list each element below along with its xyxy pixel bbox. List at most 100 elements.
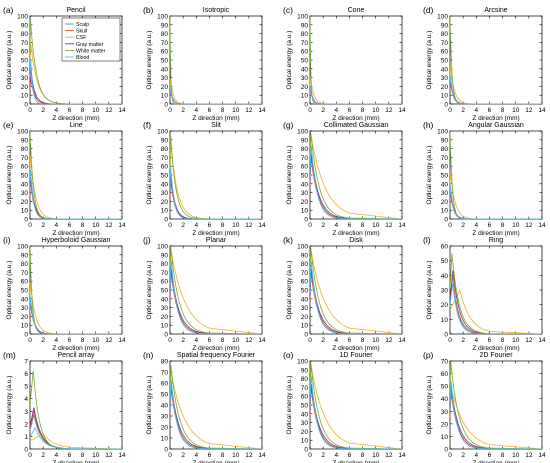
y-tick-label: 60	[21, 279, 29, 286]
x-tick-label: 6	[208, 107, 212, 114]
series-line-white-matter	[450, 253, 542, 334]
panel-16: 0 10 20 30 40 50 60 70 0 2 4 6 8 10 12 14 2D Fourier (p) Z…	[423, 350, 546, 463]
panel-title: Arcsine	[484, 7, 507, 14]
x-tick-label: 2	[461, 222, 465, 229]
y-tick-label: 10	[301, 208, 309, 215]
x-axis-label: Z direction (mm)	[52, 230, 99, 237]
panel-title: Cone	[348, 7, 365, 14]
axes-box	[449, 15, 543, 105]
x-tick-label: 4	[334, 452, 338, 459]
y-tick-label: 10	[301, 438, 309, 445]
y-axis-label: Optical energy (a.u.)	[426, 31, 433, 90]
x-tick-label: 12	[105, 107, 113, 114]
x-tick-label: 4	[194, 107, 198, 114]
x-tick-label: 4	[54, 107, 58, 114]
x-axis-label: Z direction (mm)	[192, 460, 239, 463]
x-tick-label: 8	[361, 222, 365, 229]
y-tick-label: 40	[21, 181, 29, 188]
series-line-csf	[30, 433, 122, 449]
y-tick-label: 70	[161, 155, 169, 162]
y-tick-label: 10	[301, 93, 309, 100]
x-tick-label: 4	[334, 337, 338, 344]
y-tick-label: 30	[441, 190, 449, 197]
y-tick-label: 90	[161, 252, 169, 259]
series-line-blood	[310, 85, 402, 104]
x-tick-label: 14	[258, 452, 266, 459]
y-tick-label: 60	[301, 279, 309, 286]
y-tick-label: 40	[301, 66, 309, 73]
series-line-white-matter	[170, 365, 262, 449]
y-tick-label: 70	[301, 270, 309, 277]
x-tick-label: 8	[81, 222, 85, 229]
y-tick-label: 2	[24, 421, 28, 428]
x-tick-label: 14	[118, 107, 126, 114]
x-tick-label: 6	[208, 337, 212, 344]
x-tick-label: 6	[348, 337, 352, 344]
panel-letter: (k)	[283, 235, 293, 245]
y-tick-label: 100	[297, 244, 308, 251]
axes-box	[29, 245, 123, 335]
x-tick-label: 4	[54, 452, 58, 459]
x-tick-label: 0	[448, 222, 452, 229]
x-tick-label: 8	[501, 222, 505, 229]
x-tick-label: 2	[461, 107, 465, 114]
y-tick-label: 50	[301, 288, 309, 295]
legend-box	[61, 17, 121, 62]
y-tick-label: 80	[441, 31, 449, 38]
x-tick-label: 12	[105, 452, 113, 459]
series-line-white-matter	[310, 132, 402, 219]
series-line-white-matter	[450, 362, 542, 449]
x-tick-label: 14	[398, 222, 406, 229]
y-tick-label: 0	[24, 447, 28, 454]
y-tick-label: 90	[21, 22, 29, 29]
y-tick-label: 0	[304, 102, 308, 109]
panel-title: Collimated Gaussian	[324, 122, 389, 129]
x-tick-label: 6	[68, 107, 72, 114]
y-tick-label: 0	[164, 447, 168, 454]
y-tick-label: 5	[24, 384, 28, 391]
y-tick-label: 70	[441, 40, 449, 47]
y-tick-label: 0	[164, 102, 168, 109]
x-axis-label: Z direction (mm)	[192, 115, 239, 122]
axes-box	[169, 245, 263, 335]
x-tick-label: 12	[245, 107, 253, 114]
y-tick-label: 90	[21, 252, 29, 259]
x-tick-label: 0	[28, 452, 32, 459]
panel-letter: (m)	[3, 350, 16, 360]
y-tick-label: 70	[21, 155, 29, 162]
x-tick-label: 0	[168, 337, 172, 344]
y-axis-label: Optical energy (a.u.)	[6, 261, 13, 320]
y-tick-label: 80	[21, 31, 29, 38]
y-tick-label: 80	[21, 146, 29, 153]
x-tick-label: 4	[474, 107, 478, 114]
x-tick-label: 8	[221, 107, 225, 114]
panel-title: Spatial frequency Fourier	[177, 352, 256, 359]
y-tick-label: 1	[24, 434, 28, 441]
y-tick-label: 20	[441, 84, 449, 91]
series-line-blood	[170, 87, 262, 104]
y-tick-label: 10	[441, 93, 449, 100]
y-tick-label: 10	[301, 323, 309, 330]
y-tick-label: 50	[161, 392, 169, 399]
series-line-blood	[170, 167, 262, 219]
y-tick-label: 50	[21, 58, 29, 65]
x-tick-label: 0	[28, 222, 32, 229]
x-tick-label: 10	[92, 107, 100, 114]
y-tick-label: 50	[161, 58, 169, 65]
y-tick-label: 40	[21, 66, 29, 73]
y-tick-label: 10	[441, 434, 449, 441]
y-tick-label: 60	[161, 381, 169, 388]
panel-letter: (i)	[3, 235, 11, 245]
x-tick-label: 2	[181, 452, 185, 459]
x-tick-label: 2	[181, 222, 185, 229]
axes-box	[309, 15, 403, 105]
y-tick-label: 70	[161, 370, 169, 377]
y-tick-label: 30	[441, 288, 449, 295]
x-tick-label: 10	[512, 107, 520, 114]
series-line-blood	[450, 185, 542, 219]
y-tick-label: 7	[24, 359, 28, 366]
